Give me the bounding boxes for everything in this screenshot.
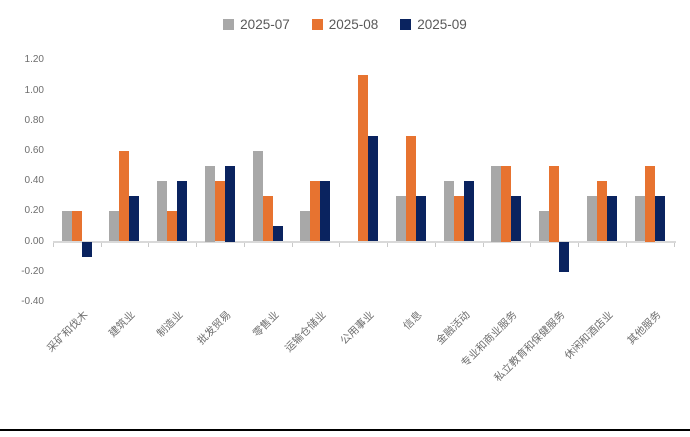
bar-2025-07-专业和商业服务: [491, 166, 502, 242]
bottom-border-line: [0, 429, 690, 431]
x-axis-label: 批发贸易: [195, 309, 234, 348]
bar-2025-08-专业和商业服务: [501, 166, 512, 242]
bar-2025-09-私立教育和保健服务: [559, 241, 570, 272]
bar-2025-08-运输仓储业: [310, 181, 321, 242]
bar-2025-08-零售业: [262, 196, 273, 242]
x-axis-label: 休闲和酒店业: [562, 309, 616, 363]
bar-2025-08-采矿和伐木: [71, 211, 82, 242]
x-axis-tick: [530, 242, 532, 247]
bar-2025-08-公用事业: [358, 75, 369, 242]
bar-2025-07-休闲和酒店业: [586, 196, 597, 242]
x-axis-tick: [434, 242, 436, 247]
bar-2025-09-信息: [415, 196, 426, 242]
x-axis-label: 金融活动: [433, 309, 473, 348]
bar-2025-07-制造业: [157, 181, 168, 242]
x-axis-tick: [100, 242, 102, 247]
bar-2025-09-运输仓储业: [320, 181, 331, 242]
x-axis-label: 信息: [401, 309, 425, 333]
bar-2025-07-采矿和伐木: [61, 211, 72, 242]
bar-2025-07-零售业: [252, 150, 263, 242]
x-axis-label: 公用事业: [338, 309, 377, 348]
x-axis-tick: [673, 242, 675, 247]
bar-2025-08-制造业: [167, 211, 178, 242]
bar-2025-09-专业和商业服务: [511, 196, 522, 242]
bar-2025-08-私立教育和保健服务: [549, 166, 560, 242]
legend-swatch-2025-07: [223, 19, 235, 30]
legend-label-2025-07: 2025-07: [240, 17, 290, 32]
x-axis-label: 采矿和伐木: [44, 309, 91, 355]
bar-2025-07-其他服务: [634, 196, 645, 242]
bar-2025-09-金融活动: [463, 181, 474, 242]
bar-2025-07-运输仓储业: [300, 211, 311, 242]
x-axis-tick: [291, 242, 293, 247]
bar-2025-08-其他服务: [644, 166, 655, 242]
y-axis-tick-label: 0.00: [24, 235, 44, 247]
x-axis-tick: [578, 242, 580, 247]
y-axis-tick-label: 1.00: [24, 84, 44, 96]
bar-2025-07-私立教育和保健服务: [539, 211, 550, 242]
x-axis-label: 其他服务: [624, 309, 664, 348]
x-axis-tick: [625, 242, 627, 247]
x-axis-label: 零售业: [250, 309, 282, 340]
legend-item-2025-07: 2025-07: [223, 17, 290, 32]
x-axis-tick: [148, 242, 150, 247]
x-axis-tick: [482, 242, 484, 247]
y-axis-tick-label: -0.40: [21, 295, 44, 307]
bar-2025-08-建筑业: [119, 150, 130, 242]
bar-2025-08-金融活动: [453, 196, 464, 242]
bar-2025-09-批发贸易: [224, 166, 235, 242]
x-axis-label: 运输仓储业: [283, 309, 329, 355]
bar-2025-07-建筑业: [109, 211, 120, 242]
x-axis-tick: [196, 242, 198, 247]
bar-2025-07-金融活动: [443, 181, 454, 242]
x-axis-tick: [243, 242, 245, 247]
y-axis-tick-label: 0.60: [24, 144, 44, 156]
legend-swatch-2025-08: [311, 19, 323, 30]
y-axis-tick-label: -0.20: [21, 265, 44, 277]
x-axis-tick: [387, 242, 389, 247]
legend-item-2025-08: 2025-08: [311, 17, 379, 32]
x-axis-tick: [339, 242, 341, 247]
y-axis-tick-label: 0.80: [24, 114, 44, 126]
legend-label-2025-08: 2025-08: [328, 17, 379, 32]
bar-2025-09-制造业: [177, 181, 188, 242]
legend-label-2025-09: 2025-09: [417, 17, 467, 32]
legend-swatch-2025-09: [400, 19, 412, 30]
bar-2025-08-批发贸易: [214, 181, 225, 242]
bar-2025-07-批发贸易: [204, 166, 215, 242]
bar-2025-08-信息: [405, 135, 416, 242]
x-axis-label: 建筑业: [107, 309, 138, 340]
bar-2025-09-休闲和酒店业: [606, 196, 617, 242]
bar-2025-07-信息: [395, 196, 406, 242]
bar-2025-09-建筑业: [129, 196, 140, 242]
x-axis-line: [52, 240, 676, 243]
x-axis-label: 制造业: [154, 309, 186, 340]
chart-legend: 2025-07 2025-08 2025-09: [0, 17, 690, 32]
bar-2025-09-采矿和伐木: [81, 241, 92, 257]
legend-item-2025-09: 2025-09: [400, 17, 467, 32]
x-axis-tick: [52, 242, 54, 247]
bar-2025-09-零售业: [272, 226, 283, 242]
y-axis-tick-label: 1.20: [24, 54, 44, 66]
y-axis-tick-label: 0.20: [24, 205, 44, 217]
bar-2025-09-公用事业: [368, 135, 379, 242]
y-axis-tick-label: 0.40: [24, 175, 44, 187]
bar-2025-09-其他服务: [654, 196, 665, 242]
bar-2025-08-休闲和酒店业: [596, 181, 607, 242]
